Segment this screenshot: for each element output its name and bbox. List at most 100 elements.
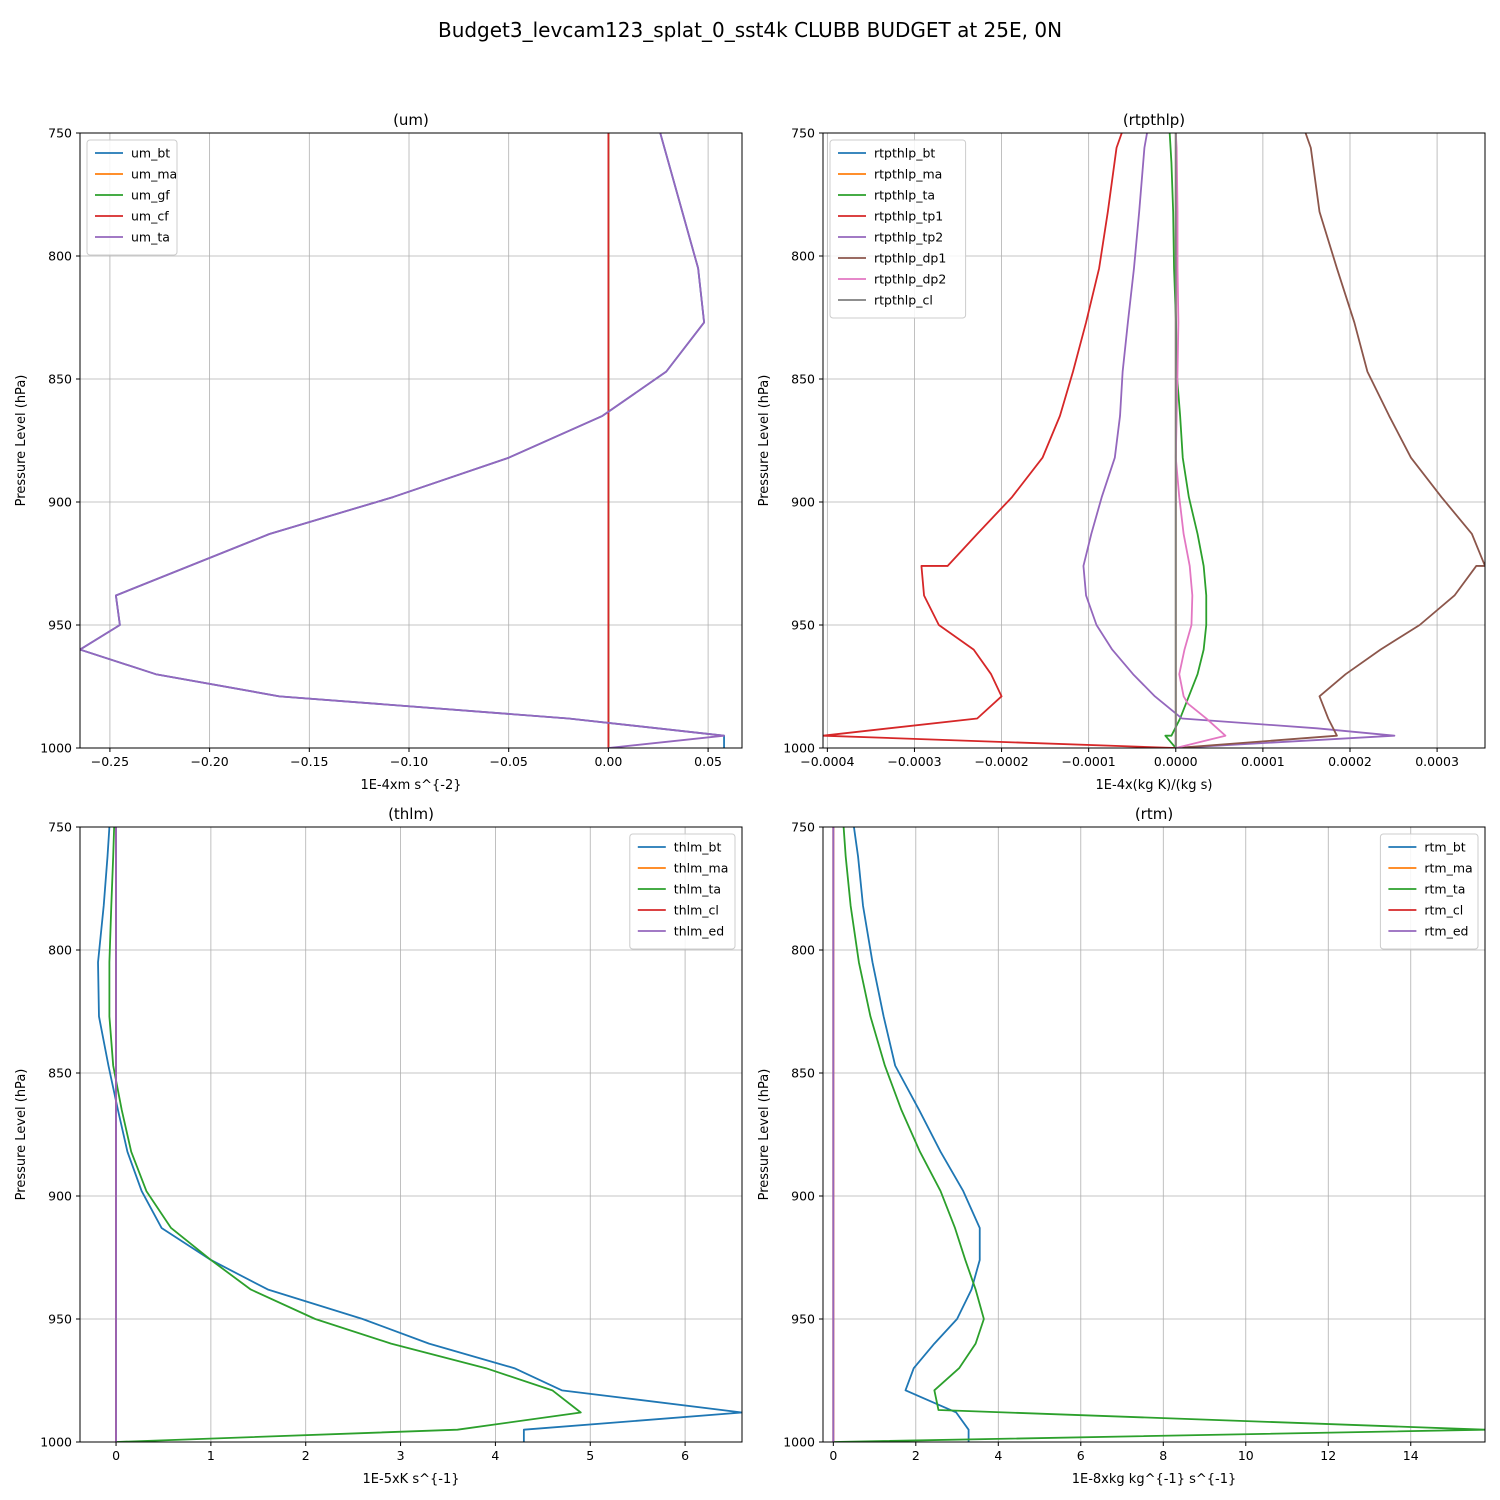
x-tick-label: 6 <box>681 1448 689 1463</box>
legend-entry: rtm_bt <box>1424 840 1465 855</box>
legend-box <box>629 833 736 950</box>
legend-entry: rtm_ed <box>1424 924 1468 939</box>
series-line-thlm_ta <box>108 827 582 1442</box>
legend-box <box>829 139 967 319</box>
axes-frame <box>822 132 1486 749</box>
x-tick-label: 0.0001 <box>1241 754 1285 769</box>
panel-title: (um) <box>393 111 429 129</box>
legend-entry: rtpthlp_cl <box>874 293 933 308</box>
x-tick-label: 3 <box>397 1448 405 1463</box>
legend-entry: thlm_cl <box>674 903 719 918</box>
y-tick-label: 900 <box>48 1189 72 1204</box>
series-line-rtm_ta <box>833 827 1485 1442</box>
axes-frame <box>79 826 743 1443</box>
y-tick-label: 750 <box>791 820 815 835</box>
x-tick-label: −0.0001 <box>1062 754 1116 769</box>
x-tick-label: 0 <box>112 1448 120 1463</box>
legend-entry: um_gf <box>131 188 170 203</box>
x-tick-label: 0.0003 <box>1415 754 1459 769</box>
series-line-rtpthlp_tp2 <box>1082 133 1396 748</box>
legend-entry: rtm_ta <box>1424 882 1465 897</box>
legend-entry: um_bt <box>131 146 170 161</box>
x-tick-label: 12 <box>1320 1448 1336 1463</box>
x-tick-label: 14 <box>1403 1448 1419 1463</box>
y-tick-label: 1000 <box>783 1435 815 1450</box>
y-tick-label: 800 <box>791 943 815 958</box>
legend: rtpthlp_bt rtpthlp_ma rtpthlp_ta rtpthlp_tp… <box>829 139 967 319</box>
legend: um_bt um_ma um_gf um_cf um_ta <box>86 139 178 256</box>
y-tick-label: 750 <box>791 126 815 141</box>
axes-frame <box>79 132 743 749</box>
x-tick-label: 0.05 <box>694 754 722 769</box>
legend-entry: thlm_ta <box>674 882 721 897</box>
x-tick-label: −0.05 <box>490 754 528 769</box>
x-tick-label: −0.0004 <box>800 754 854 769</box>
y-tick-label: 850 <box>791 1066 815 1081</box>
series-line-rtpthlp_tp1 <box>823 133 1176 748</box>
panel-thlm: 0 1 2 3 4 5 6 750 800 850 900 950 1000 (thlm) 1E-5xK s… <box>14 805 743 1487</box>
x-axis-label: 1E-5xK s^{-1} <box>363 1472 460 1487</box>
legend-entry: rtm_cl <box>1424 903 1463 918</box>
axes-frame <box>822 826 1486 1443</box>
legend-entry: rtpthlp_ma <box>874 167 942 182</box>
series-line-rtpthlp_ta <box>1164 133 1208 748</box>
y-tick-label: 950 <box>48 1312 72 1327</box>
legend-entry: um_cf <box>131 209 169 224</box>
legend: thlm_bt thlm_ma thlm_ta thlm_cl thlm_ed <box>629 833 736 950</box>
y-tick-label: 800 <box>791 249 815 264</box>
x-tick-label: −0.20 <box>190 754 228 769</box>
y-tick-label: 850 <box>48 1066 72 1081</box>
legend-box <box>1379 833 1479 950</box>
panel-rtpthlp: −0.0004 −0.0003 −0.0002 −0.0001 0.0000 0.0001… <box>757 111 1486 793</box>
panel-rtm: 0 2 4 6 8 10 12 14 750 800 850 900 950 1000 (rtm) 1E-8x… <box>757 805 1486 1487</box>
x-tick-label: −0.0003 <box>887 754 941 769</box>
y-tick-label: 900 <box>791 1189 815 1204</box>
series-line-thlm_bt <box>97 827 742 1442</box>
series-line-rtm_bt <box>853 827 981 1442</box>
series-line-rtpthlp_dp1 <box>1175 133 1485 748</box>
panel-title: (thlm) <box>388 805 434 823</box>
y-tick-label: 950 <box>791 1312 815 1327</box>
panel-um: −0.25 −0.20 −0.15 −0.10 −0.05 0.00 0.05 750 800 8… <box>14 111 743 793</box>
x-axis-label: 1E-4xm s^{-2} <box>360 778 461 793</box>
legend-entry: rtpthlp_dp2 <box>874 272 946 287</box>
series-line-rtpthlp_dp2 <box>1174 133 1227 748</box>
x-tick-label: 10 <box>1238 1448 1254 1463</box>
series-line-um_ta <box>80 133 725 748</box>
y-axis-label: Pressure Level (hPa) <box>14 375 29 507</box>
panel-title: (rtm) <box>1135 805 1173 823</box>
x-tick-label: 0.0002 <box>1328 754 1372 769</box>
y-axis-label: Pressure Level (hPa) <box>14 1069 29 1201</box>
x-tick-label: 5 <box>586 1448 594 1463</box>
x-tick-label: 0.0000 <box>1154 754 1198 769</box>
x-tick-label: −0.0002 <box>974 754 1028 769</box>
y-tick-label: 1000 <box>40 1435 72 1450</box>
y-tick-label: 750 <box>48 820 72 835</box>
y-axis-label: Pressure Level (hPa) <box>757 1069 772 1201</box>
y-tick-label: 750 <box>48 126 72 141</box>
x-tick-label: 8 <box>1159 1448 1167 1463</box>
x-axis-label: 1E-4x(kg K)/(kg s) <box>1096 778 1213 793</box>
x-tick-label: 1 <box>207 1448 215 1463</box>
x-axis-label: 1E-8xkg kg^{-1} s^{-1} <box>1072 1472 1237 1487</box>
x-tick-label: 6 <box>1077 1448 1085 1463</box>
legend-entry: rtm_ma <box>1424 861 1472 876</box>
x-tick-label: 4 <box>491 1448 499 1463</box>
y-tick-label: 950 <box>48 618 72 633</box>
legend-entry: um_ma <box>131 167 177 182</box>
x-tick-label: −0.10 <box>390 754 428 769</box>
legend-entry: thlm_bt <box>674 840 722 855</box>
legend-entry: rtpthlp_bt <box>874 146 935 161</box>
figure-title: Budget3_levcam123_splat_0_sst4k CLUBB BU… <box>438 18 1062 42</box>
y-tick-label: 850 <box>48 372 72 387</box>
legend-entry: rtpthlp_dp1 <box>874 251 946 266</box>
x-tick-label: 4 <box>994 1448 1002 1463</box>
y-tick-label: 900 <box>48 495 72 510</box>
legend-entry: rtpthlp_ta <box>874 188 935 203</box>
legend-box <box>86 139 178 256</box>
x-tick-label: 2 <box>912 1448 920 1463</box>
legend-entry: thlm_ma <box>674 861 729 876</box>
legend-entry: rtpthlp_tp2 <box>874 230 943 245</box>
y-tick-label: 900 <box>791 495 815 510</box>
